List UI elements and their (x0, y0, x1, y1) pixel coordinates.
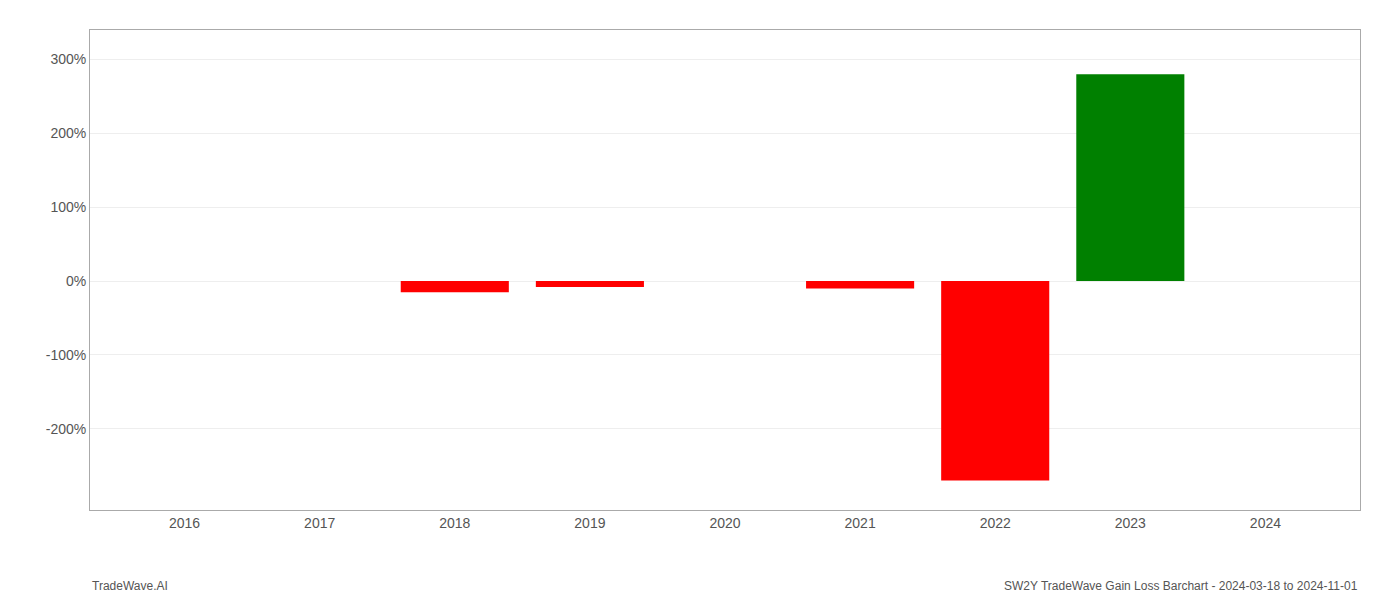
svg-text:-100%: -100% (46, 347, 86, 363)
svg-text:200%: 200% (50, 125, 86, 141)
svg-text:2024: 2024 (1250, 515, 1281, 531)
svg-text:2019: 2019 (574, 515, 605, 531)
svg-text:2018: 2018 (439, 515, 470, 531)
svg-text:2022: 2022 (980, 515, 1011, 531)
svg-text:2016: 2016 (169, 515, 200, 531)
svg-text:2021: 2021 (845, 515, 876, 531)
svg-text:2023: 2023 (1115, 515, 1146, 531)
svg-text:100%: 100% (50, 199, 86, 215)
svg-text:TradeWave.AI: TradeWave.AI (92, 579, 168, 593)
svg-text:2017: 2017 (304, 515, 335, 531)
svg-text:300%: 300% (50, 51, 86, 67)
svg-text:SW2Y TradeWave Gain Loss Barch: SW2Y TradeWave Gain Loss Barchart - 2024… (1004, 579, 1358, 593)
svg-text:0%: 0% (66, 273, 86, 289)
svg-text:-200%: -200% (46, 421, 86, 437)
svg-text:2020: 2020 (709, 515, 740, 531)
